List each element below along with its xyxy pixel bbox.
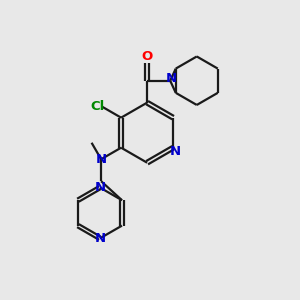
Text: O: O (142, 50, 153, 63)
Text: N: N (96, 153, 107, 166)
Text: N: N (94, 181, 106, 194)
Text: N: N (94, 232, 106, 245)
Text: N: N (170, 145, 181, 158)
Text: Cl: Cl (90, 100, 105, 113)
Text: N: N (166, 72, 177, 85)
